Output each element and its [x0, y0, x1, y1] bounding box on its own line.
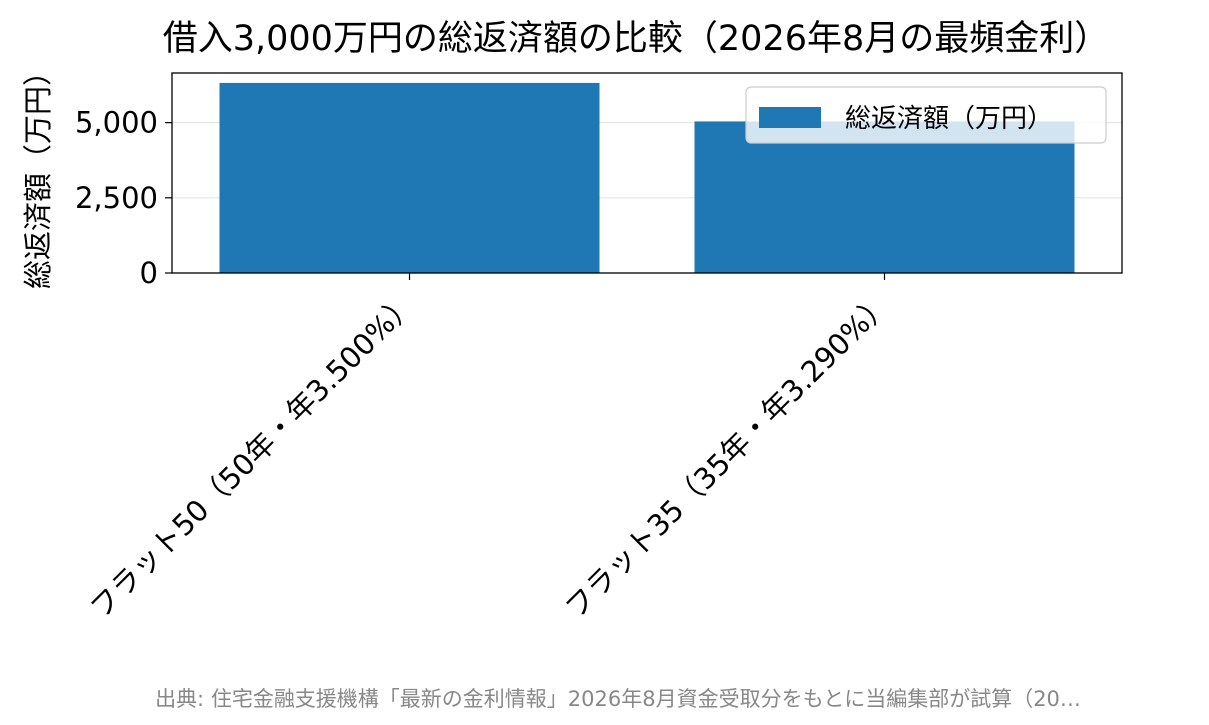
x-tick-label: フラット35（35年・年3.290%）	[558, 286, 897, 625]
y-axis: 0 2,500 5,000	[75, 106, 172, 290]
x-axis: フラット50（50年・年3.500%） フラット35（35年・年3.290%）	[83, 273, 897, 625]
bar	[694, 121, 1075, 273]
legend-label: 総返済額（万円）	[845, 104, 1053, 134]
y-tick-label: 0	[140, 256, 158, 290]
y-tick-label: 5,000	[75, 106, 158, 140]
legend-box	[745, 86, 1107, 144]
y-axis-label: 総返済額（万円）	[21, 57, 55, 289]
bar	[219, 82, 600, 274]
x-tick-label: フラット50（50年・年3.500%）	[83, 286, 422, 625]
bars	[219, 82, 1075, 274]
plot-frame	[171, 72, 1123, 274]
legend-swatch	[759, 107, 821, 128]
y-tick-label: 2,500	[75, 181, 158, 215]
plot-area	[171, 72, 1123, 274]
chart-title: 借入3,000万円の総返済額の比較（2026年8月の最頻金利）	[163, 19, 1110, 59]
legend: 総返済額（万円）	[745, 86, 1107, 144]
source-footnote: 出典: 住宅金融支援機構「最新の金利情報」2026年8月資金受取分をもとに当編集…	[155, 687, 1081, 711]
